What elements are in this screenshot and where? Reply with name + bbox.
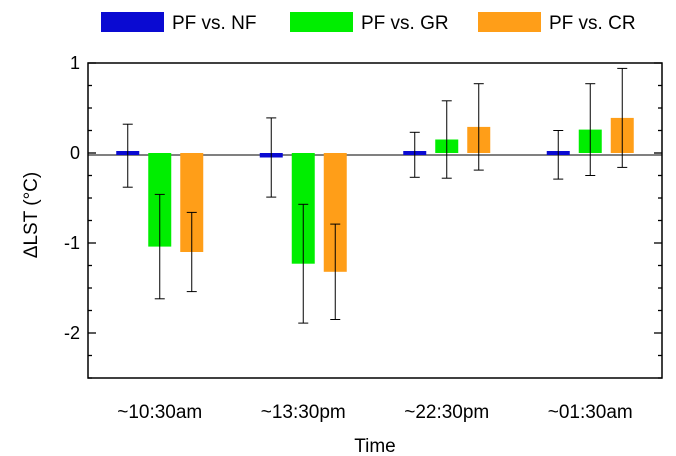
legend-label: PF vs. CR — [549, 13, 636, 34]
y-tick-label: 0 — [70, 143, 80, 163]
x-axis-title: Time — [354, 436, 396, 456]
legend-label: PF vs. NF — [172, 13, 256, 34]
x-tick-label: ~22:30pm — [404, 402, 489, 423]
y-tick-label: -2 — [64, 323, 80, 343]
y-axis: 1 0 -1 -2 — [64, 53, 662, 379]
bar — [323, 153, 347, 272]
y-tick-label: 1 — [70, 53, 80, 73]
legend-swatch — [478, 12, 541, 32]
x-tick-label: ~10:30am — [117, 402, 202, 423]
legend: PF vs. NF PF vs. GR PF vs. CR — [101, 12, 636, 34]
legend-label: PF vs. GR — [361, 13, 449, 34]
x-tick-label: ~01:30am — [548, 402, 633, 423]
y-tick-label: -1 — [64, 233, 80, 253]
legend-swatch — [101, 12, 164, 32]
bar — [180, 153, 204, 252]
x-axis: ~10:30am ~13:30pm ~22:30pm ~01:30am — [117, 402, 633, 423]
legend-swatch — [290, 12, 353, 32]
bars — [116, 67, 634, 324]
y-axis-title: ΔLST (°C) — [21, 172, 42, 258]
x-tick-label: ~13:30pm — [261, 402, 346, 423]
plot-frame — [87, 62, 663, 379]
